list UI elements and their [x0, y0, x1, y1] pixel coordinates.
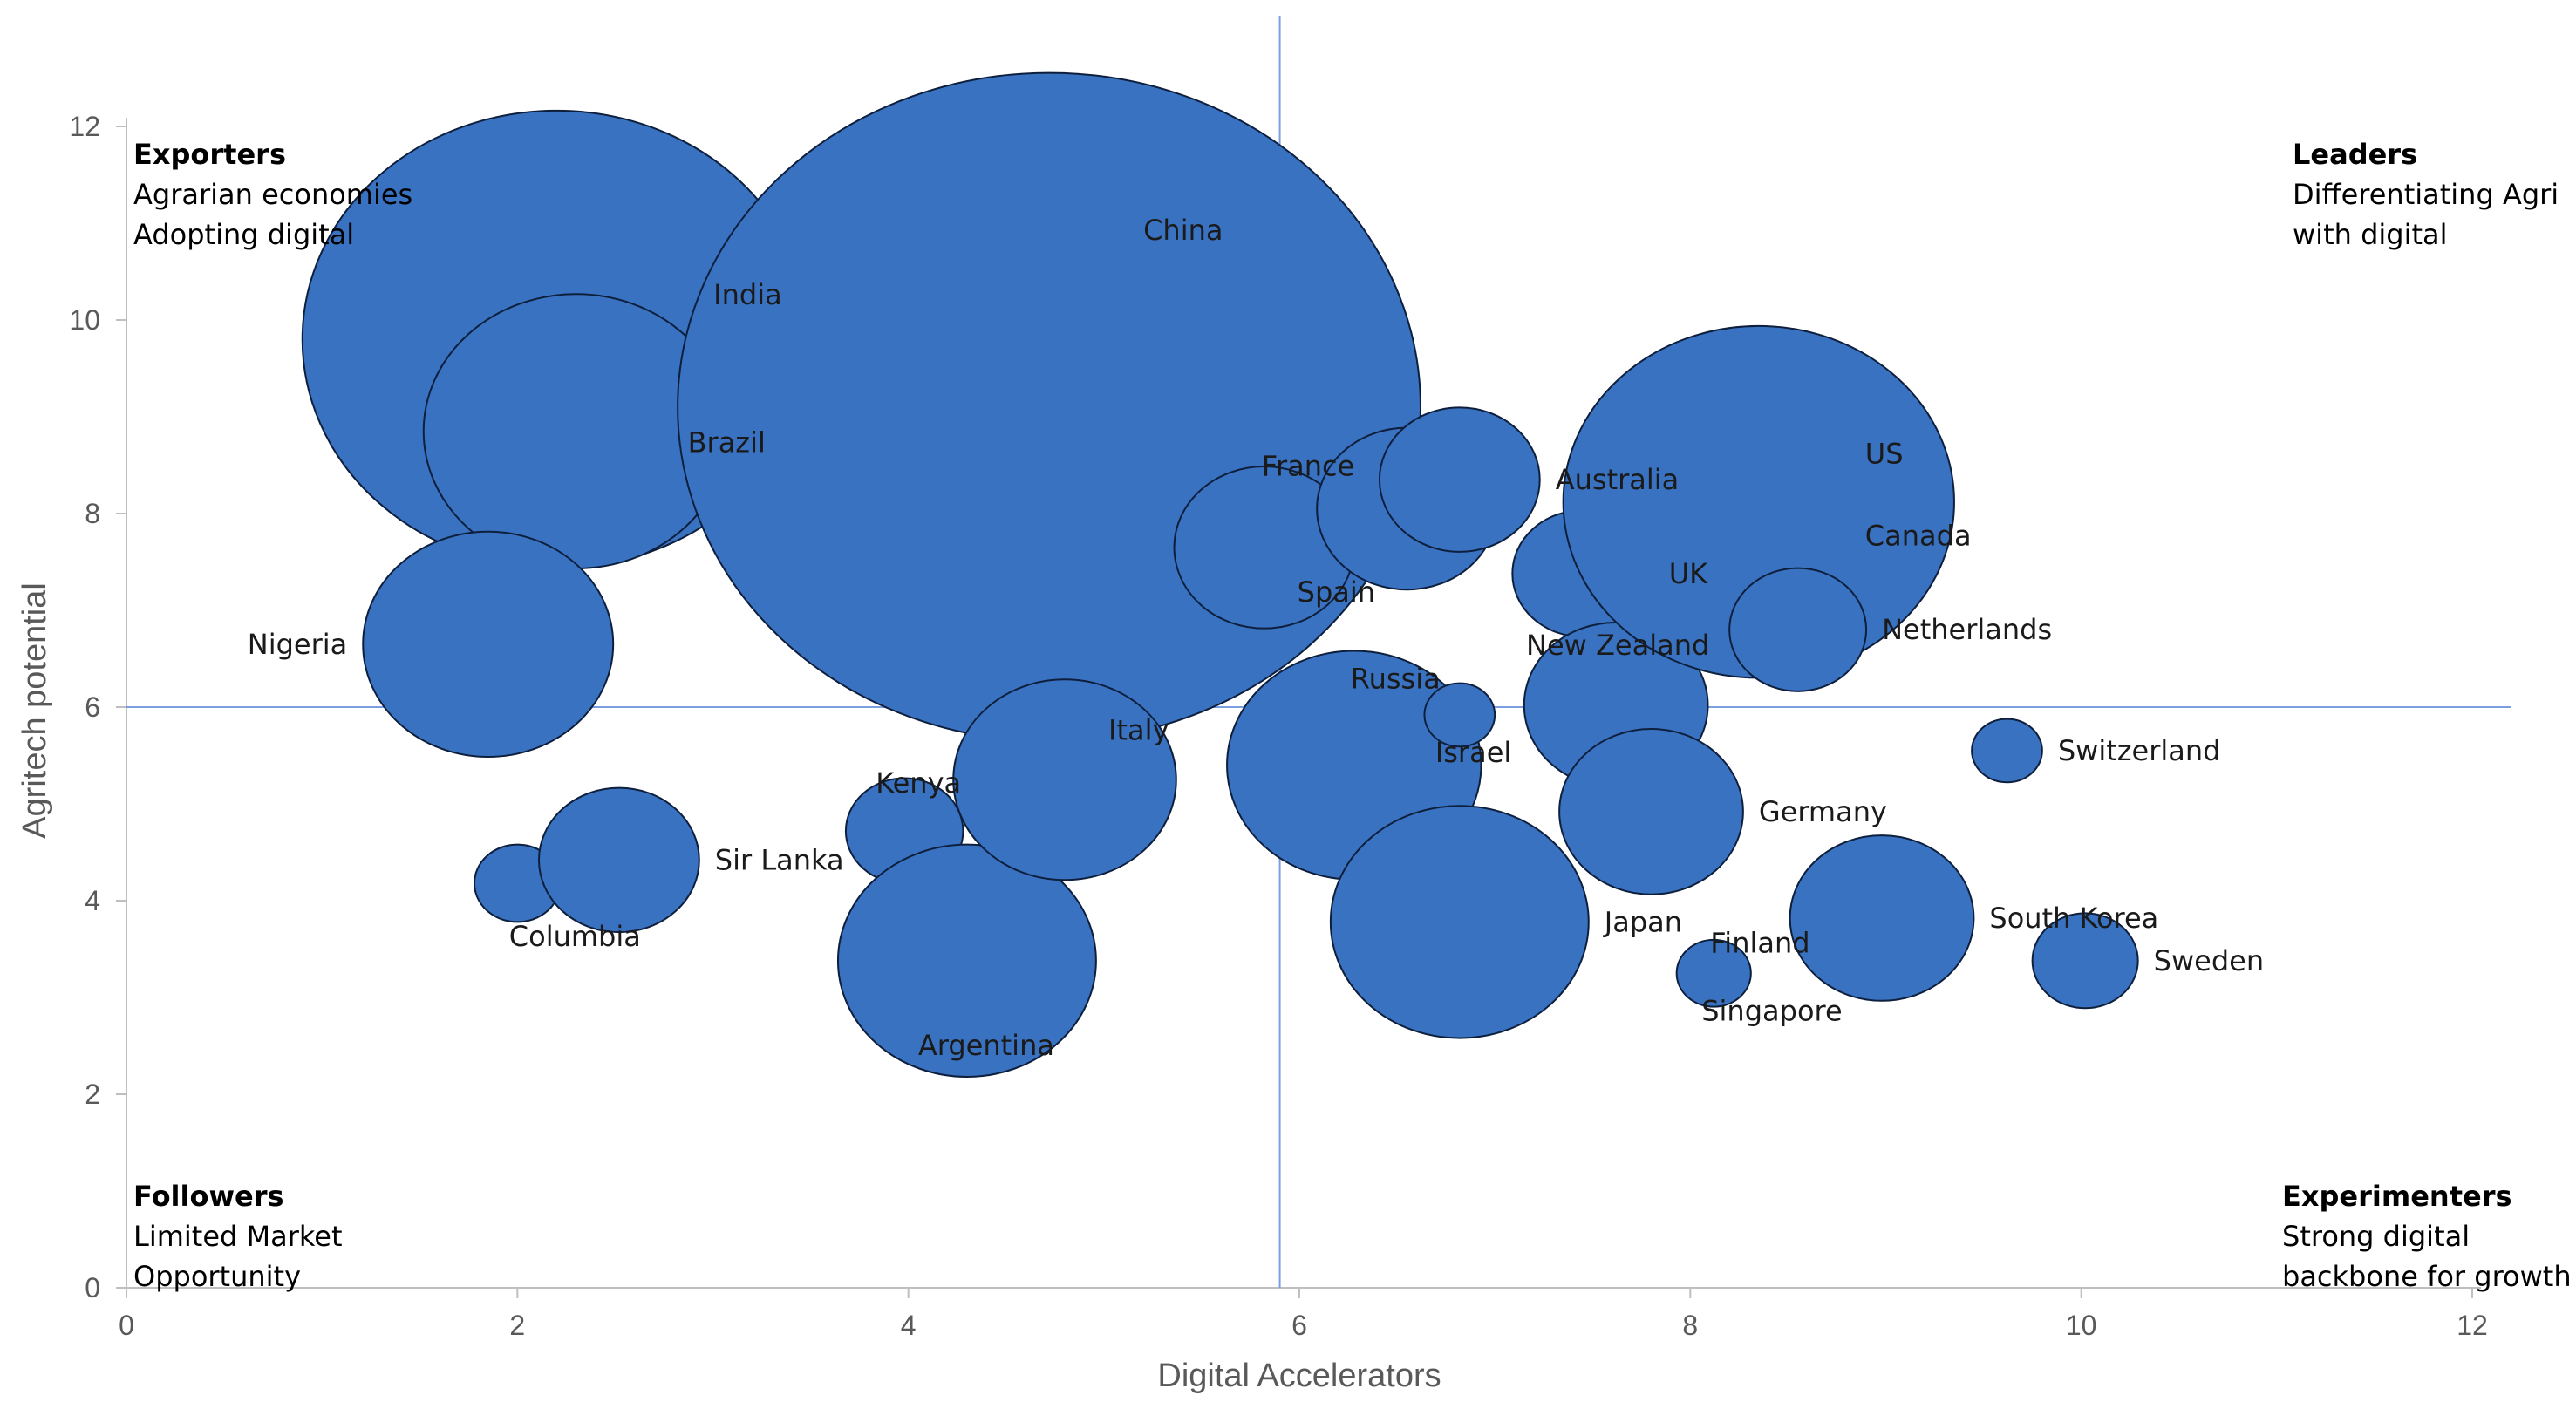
bubble-china [677, 71, 1421, 743]
bubble-netherlands [1728, 567, 1868, 692]
y-tick-label: 8 [85, 498, 100, 529]
quadrant-description: Opportunity [133, 1260, 301, 1293]
x-axis-title: Digital Accelerators [1157, 1358, 1441, 1394]
label-argentina: Argentina [918, 1029, 1054, 1062]
label-brazil: Brazil [688, 426, 766, 459]
label-canada: Canada [1865, 520, 1972, 553]
bubble-sir-lanka [537, 786, 700, 934]
y-tick-label: 6 [85, 691, 100, 723]
label-singapore: Singapore [1701, 994, 1842, 1027]
bubble-switzerland [1971, 718, 2043, 784]
y-tick-label: 4 [85, 885, 100, 916]
quadrant-description: backbone for growth [2282, 1260, 2572, 1293]
quadrant-description: Adopting digital [133, 218, 354, 251]
bubble-australia [1378, 406, 1541, 553]
quadrant-description: with digital [2293, 218, 2448, 251]
axes: 0 2 4 6 8 10 12 0 2 4 6 8 10 12 [69, 111, 2487, 1341]
bubble-germany [1558, 728, 1744, 895]
x-tick-label: 4 [901, 1310, 917, 1341]
bubbles [301, 71, 2139, 1078]
label-germany: Germany [1759, 795, 1887, 828]
x-tick-label: 0 [119, 1310, 134, 1341]
quadrant-exporters: Exporters Agrarian economies Adopting digi… [133, 138, 412, 251]
x-tick-label: 6 [1291, 1310, 1307, 1341]
label-israel: Israel [1435, 736, 1511, 769]
quadrant-description: Strong digital [2282, 1220, 2470, 1253]
label-switzerland: Switzerland [2058, 734, 2221, 767]
y-tick-label: 12 [69, 111, 100, 142]
label-finland: Finland [1710, 926, 1809, 959]
quadrant-experimenters: Experimenters Strong digital backbone for … [2282, 1180, 2572, 1293]
bubble-finland [1675, 938, 1752, 1008]
quadrant-title: Leaders [2293, 138, 2417, 171]
bubble-israel [1423, 682, 1496, 748]
bubble-argentina [836, 843, 1097, 1078]
quadrant-notes: Exporters Agrarian economies Adopting digi… [133, 138, 2572, 1293]
y-tick-label: 0 [85, 1272, 100, 1303]
label-italy: Italy [1108, 713, 1169, 746]
label-south-korea: South Korea [1989, 902, 2158, 935]
label-sir-lanka: Sir Lanka [715, 843, 844, 876]
label-australia: Australia [1556, 463, 1680, 496]
quadrant-title: Exporters [133, 138, 286, 171]
x-tick-label: 8 [1682, 1310, 1698, 1341]
bubble-labels: India Brazil China Nigeria Columbia Sir Lanka… [248, 214, 2264, 1062]
label-france: France [1262, 449, 1354, 482]
quadrant-description: Differentiating Agri [2293, 178, 2559, 211]
quadrant-title: Experimenters [2282, 1180, 2512, 1213]
x-tick-label: 10 [2066, 1310, 2097, 1341]
quadrant-leaders: Leaders Differentiating Agri with digital [2293, 138, 2559, 251]
label-new-zealand: New Zealand [1526, 629, 1709, 662]
quadrant-description: Agrarian economies [133, 178, 412, 211]
label-netherlands: Netherlands [1882, 613, 2052, 646]
label-sweden: Sweden [2154, 944, 2264, 977]
bubble-italy [952, 678, 1177, 881]
label-russia: Russia [1351, 663, 1441, 696]
label-japan: Japan [1603, 905, 1682, 938]
bubble-sweden [2031, 912, 2139, 1010]
bubble-japan [1329, 805, 1590, 1039]
bubble-nigeria [362, 530, 615, 758]
x-tick-label: 12 [2457, 1310, 2488, 1341]
label-spain: Spain [1298, 575, 1375, 609]
quadrant-title: Followers [133, 1180, 284, 1213]
y-tick-label: 10 [69, 304, 100, 336]
x-tick-label: 2 [509, 1310, 525, 1341]
label-uk: UK [1669, 557, 1708, 590]
bubble-south-korea [1789, 834, 1975, 1002]
y-axis-title: Agritech potential [17, 582, 53, 839]
quadrant-followers: Followers Limited Market Opportunity [133, 1180, 343, 1293]
label-kenya: Kenya [876, 766, 961, 800]
quadrant-description: Limited Market [133, 1220, 343, 1253]
label-china: China [1143, 214, 1223, 247]
label-india: India [713, 278, 782, 311]
label-columbia: Columbia [509, 920, 641, 953]
y-tick-label: 2 [85, 1079, 100, 1110]
label-nigeria: Nigeria [248, 628, 347, 661]
label-us: US [1865, 438, 1904, 471]
